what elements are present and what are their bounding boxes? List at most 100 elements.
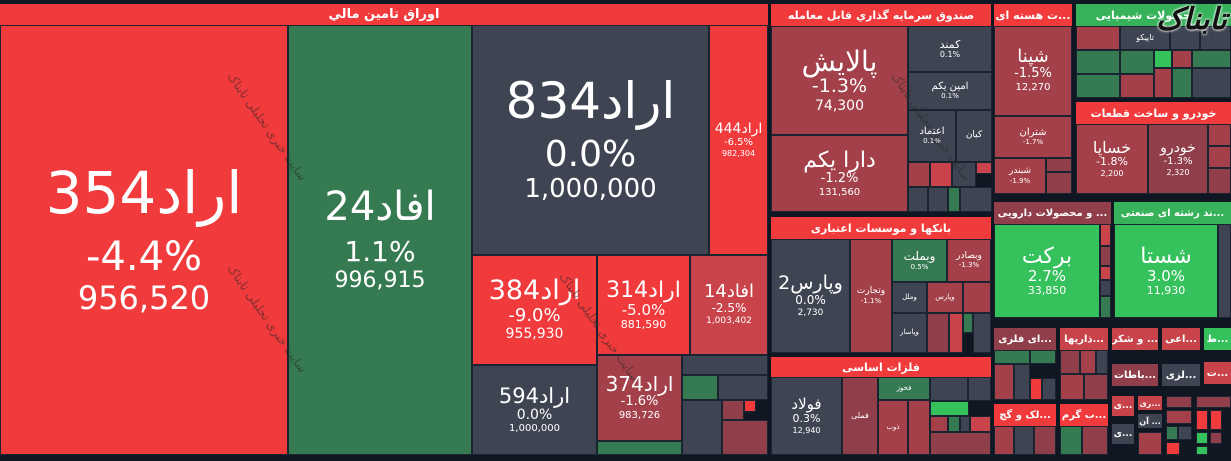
tile-small[interactable] <box>1196 410 1208 430</box>
tile-small[interactable] <box>722 420 768 455</box>
sector-header-small[interactable]: ...لزی <box>1162 364 1200 386</box>
tile-small[interactable] <box>973 313 991 353</box>
tile-small[interactable] <box>1014 426 1034 455</box>
sector-header-etf[interactable]: صندوق سرمايه گذاري قابل معامله <box>771 4 991 26</box>
tile-small[interactable] <box>1030 378 1042 400</box>
tile-small[interactable] <box>1076 50 1120 74</box>
sector-header-auto[interactable]: خودرو و ساخت قطعات <box>1076 102 1231 124</box>
sector-header-small[interactable]: ...ذاریها <box>1060 328 1108 350</box>
tile-amin-yekom[interactable]: امین یکم 0.1% <box>908 72 992 110</box>
sector-header-small[interactable]: ...ای فلزی <box>994 328 1056 350</box>
tile-arad374[interactable]: اراد374 -1.6% 983,726 <box>597 355 682 441</box>
tile-small[interactable] <box>1138 432 1162 455</box>
tile-small[interactable] <box>1042 378 1056 400</box>
tile-small[interactable] <box>949 313 963 353</box>
tile-small[interactable] <box>1060 350 1080 374</box>
sector-header-nuclear[interactable]: ...ت هسته ای <box>994 4 1072 26</box>
sector-header-small[interactable]: ...اعی <box>1162 328 1200 350</box>
tile-small[interactable] <box>928 187 948 212</box>
tile-fakhooz[interactable]: فخوز <box>878 377 930 400</box>
tile-small[interactable] <box>1076 26 1120 50</box>
tile-small[interactable] <box>722 400 744 420</box>
tile-small[interactable] <box>1034 426 1056 455</box>
tile-small[interactable] <box>930 401 969 416</box>
tile-palayesh[interactable]: پالایش -1.3% 74,300 <box>771 26 908 135</box>
tile-small[interactable] <box>1082 426 1108 455</box>
tile-small[interactable] <box>1210 410 1222 430</box>
tile-fameli[interactable]: فملی <box>842 377 878 455</box>
tile-small[interactable] <box>994 364 1014 400</box>
tile-small[interactable] <box>908 162 930 187</box>
tile-small[interactable] <box>952 162 976 187</box>
tile-small[interactable] <box>930 377 968 401</box>
tile-vapars2[interactable]: وپارس2 0.0% 2,730 <box>771 239 850 353</box>
tile-small[interactable] <box>1120 74 1154 98</box>
tile-small[interactable] <box>963 313 973 333</box>
tile-small[interactable] <box>1046 172 1072 194</box>
tile-vabemellat[interactable]: وبملت 0.5% <box>892 239 947 282</box>
tile-small[interactable] <box>1196 432 1208 444</box>
tile-etemad[interactable]: اعتماد 0.1% <box>908 110 956 162</box>
tile-small[interactable] <box>1208 124 1231 146</box>
sector-header-small[interactable]: ... و شکر <box>1112 328 1158 350</box>
tile-small[interactable] <box>1060 426 1082 455</box>
tile-shepna[interactable]: شپنا -1.5% 12,270 <box>994 26 1072 116</box>
tile-small[interactable] <box>1166 426 1178 440</box>
tile-vabsader[interactable]: وبصادر -1.3% <box>947 239 991 282</box>
tile-small[interactable] <box>970 416 991 432</box>
tile-small[interactable] <box>1196 396 1231 408</box>
sector-header-banks[interactable]: بانکها و موسسات اعتباری <box>771 217 991 239</box>
tile-small[interactable] <box>960 416 970 432</box>
tile-small[interactable] <box>1210 432 1222 444</box>
tile-small[interactable] <box>1100 224 1111 246</box>
tile-small[interactable] <box>1080 350 1096 374</box>
tile-small[interactable] <box>994 426 1014 455</box>
tile-arad314[interactable]: اراد314 -5.0% 881,590 <box>597 255 690 355</box>
sector-header-small[interactable]: ... آن <box>1138 414 1162 428</box>
tile-small[interactable] <box>1076 74 1120 98</box>
tile-shasta[interactable]: شستا 3.0% 11,930 <box>1114 224 1218 318</box>
tile-small[interactable] <box>1046 158 1072 172</box>
tile-arad384[interactable]: اراد384 -9.0% 955,930 <box>472 255 597 365</box>
tile-vatejarat[interactable]: وتجارت -1.1% <box>850 239 892 353</box>
sector-header-small[interactable]: ...ب گرم <box>1060 404 1108 426</box>
tile-small[interactable] <box>1100 246 1111 266</box>
tile-small[interactable] <box>1084 374 1108 400</box>
tile-dara-yekom[interactable]: دارا یکم -1.2% 131,560 <box>771 135 908 212</box>
tile-small[interactable] <box>908 187 928 212</box>
sector-header-financial-papers[interactable]: اوراق تامين مالي <box>0 4 768 25</box>
tile-small[interactable] <box>963 282 991 313</box>
tile-khasapa[interactable]: خساپا -1.8% 2,200 <box>1076 124 1148 194</box>
tile-small[interactable] <box>1172 68 1192 98</box>
tile-small[interactable] <box>1096 350 1108 374</box>
tile-small[interactable] <box>968 377 991 401</box>
tile-khodro[interactable]: خودرو -1.3% 2,320 <box>1148 124 1208 194</box>
tile-shebandar[interactable]: شبندر -1.9% <box>994 158 1046 194</box>
tile-afad24[interactable]: افاد24 1.1% 996,915 <box>288 25 472 455</box>
tile-small[interactable] <box>1178 426 1192 440</box>
tile-small[interactable] <box>1208 146 1231 168</box>
tile-small[interactable] <box>1154 68 1172 98</box>
tile-small[interactable] <box>1154 50 1172 68</box>
tile-afad14[interactable]: افاد14 -2.5% 1,003,402 <box>690 255 768 355</box>
tile-small[interactable] <box>1166 442 1180 455</box>
tile-arad354[interactable]: اراد354 -4.4% 956,520 <box>0 25 288 455</box>
tile-arad444[interactable]: اراد444 -6.5% 982,304 <box>709 25 768 255</box>
tile-small[interactable] <box>1060 374 1084 400</box>
sector-header-chemical[interactable]: حصولات شیمیایی <box>1076 4 1231 26</box>
tile-shetran[interactable]: شتران -1.7% <box>994 116 1072 158</box>
tile-arad834[interactable]: اراد834 0.0% 1,000,000 <box>472 25 709 255</box>
sector-header-small[interactable]: ...ط <box>1204 328 1231 350</box>
tile-small[interactable] <box>1120 50 1154 74</box>
sector-header-small[interactable]: ...باطات <box>1112 364 1158 386</box>
tile-small[interactable] <box>744 400 756 412</box>
tile-kamand[interactable]: کمند 0.1% <box>908 26 992 72</box>
sector-header-small[interactable]: ...ی <box>1112 424 1134 444</box>
tile-small[interactable] <box>682 355 768 375</box>
tile-small[interactable] <box>1014 364 1030 400</box>
tile-small[interactable] <box>1208 168 1231 194</box>
tile-small[interactable] <box>682 375 718 400</box>
tile-small[interactable] <box>718 375 768 400</box>
sector-header-pharma[interactable]: ... و محصولات دارویی <box>994 202 1111 224</box>
tile-arad594[interactable]: اراد594 0.0% 1,000,000 <box>472 365 597 455</box>
